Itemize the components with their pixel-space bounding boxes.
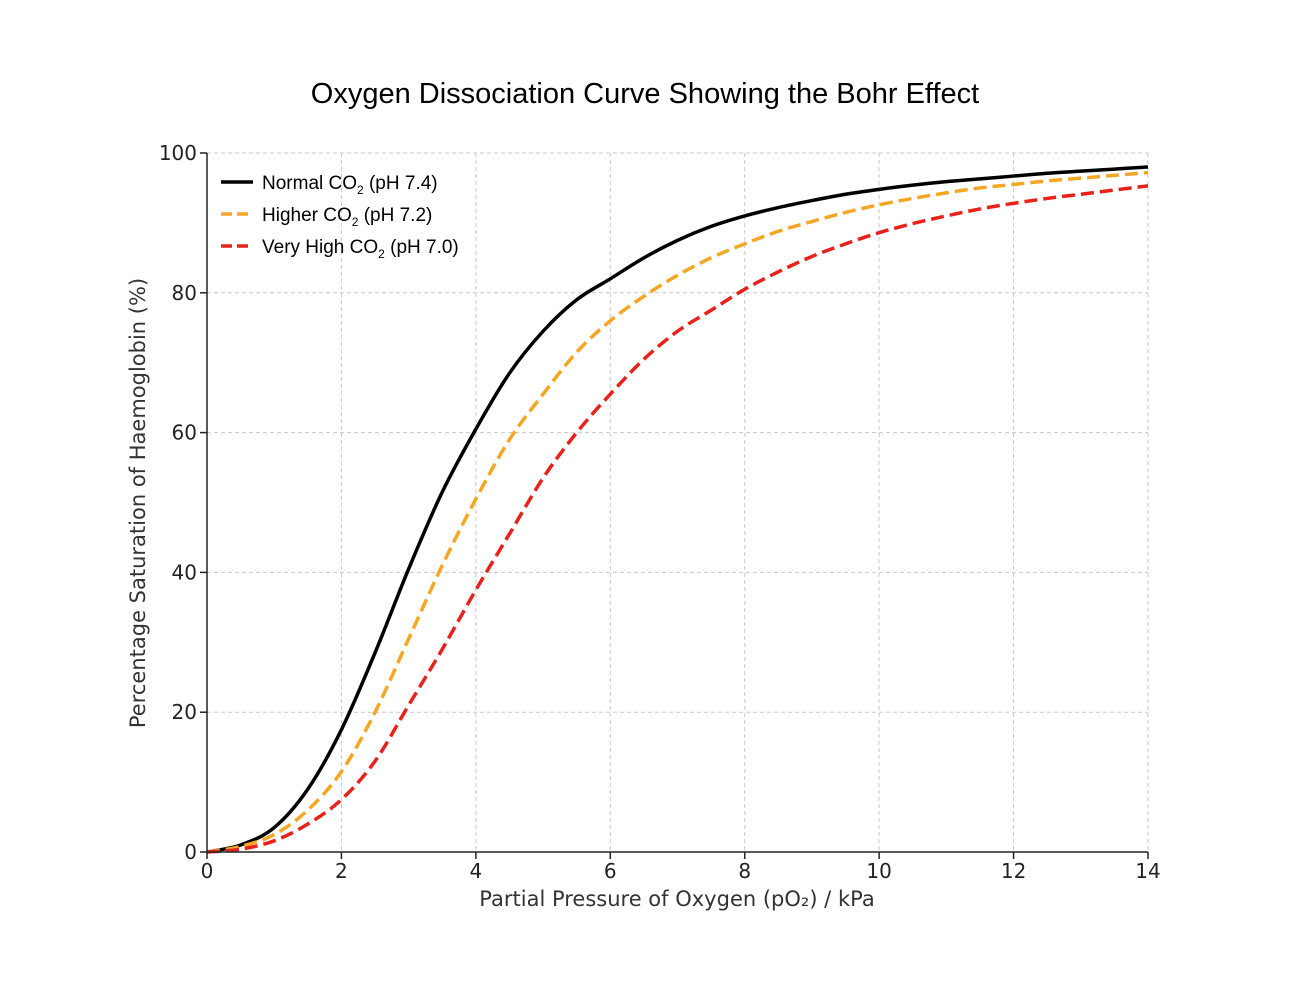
series-group: [206, 165, 1149, 854]
legend-label-subscript: 2: [357, 183, 364, 197]
x-tick-label: 2: [335, 859, 348, 883]
x-tick-label: 12: [1001, 859, 1026, 883]
y-tick-label: 0: [184, 840, 197, 864]
ticks: 0 2 4 6 8 10 12 14 0 20 40 60 80 100: [159, 141, 1161, 883]
legend-label-main: Higher CO: [262, 205, 352, 226]
legend: Normal CO2 (pH 7.4)Higher CO2 (pH 7.2)Ve…: [221, 173, 459, 261]
y-tick-label: 40: [172, 560, 197, 584]
legend-label-tail: (pH 7.0): [385, 237, 459, 258]
legend-label-2: Very High CO2 (pH 7.0): [262, 237, 459, 261]
series-line-2: [206, 184, 1149, 854]
axes: [206, 153, 1148, 853]
legend-label-subscript: 2: [352, 215, 359, 229]
y-axis-label: Percentage Saturation of Haemoglobin (%): [126, 278, 150, 728]
x-tick-label: 4: [469, 859, 482, 883]
x-tick-label: 10: [866, 859, 891, 883]
y-tick-label: 20: [172, 700, 197, 724]
legend-label-0: Normal CO2 (pH 7.4): [262, 173, 438, 197]
legend-label-1: Higher CO2 (pH 7.2): [262, 205, 432, 229]
y-tick-label: 80: [172, 281, 197, 305]
y-tick-label: 100: [159, 141, 197, 165]
grid: [207, 152, 1149, 852]
series-line-1: [206, 170, 1149, 854]
legend-label-subscript: 2: [378, 247, 385, 261]
legend-label-tail: (pH 7.4): [364, 173, 438, 194]
chart-title: Oxygen Dissociation Curve Showing the Bo…: [311, 78, 979, 110]
x-tick-label: 0: [201, 859, 214, 883]
x-axis-label: Partial Pressure of Oxygen (pO₂) / kPa: [479, 887, 874, 911]
x-tick-label: 6: [604, 859, 617, 883]
x-tick-label: 8: [738, 859, 751, 883]
legend-label-main: Very High CO: [262, 237, 378, 258]
legend-label-tail: (pH 7.2): [358, 205, 432, 226]
y-tick-label: 60: [172, 421, 197, 445]
legend-label-main: Normal CO: [262, 173, 357, 194]
series-line-0: [206, 165, 1149, 854]
x-tick-label: 14: [1135, 859, 1160, 883]
